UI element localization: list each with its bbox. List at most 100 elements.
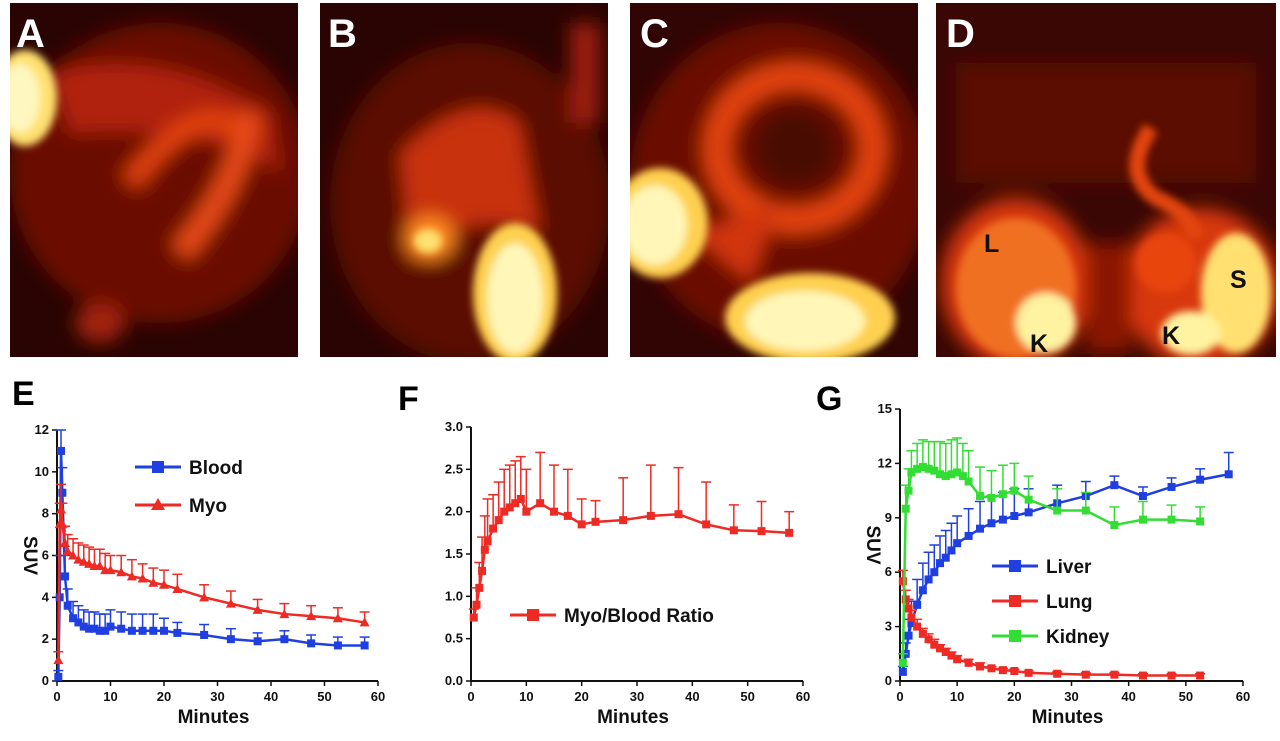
data-point bbox=[1110, 521, 1119, 530]
y-tick-label: 4 bbox=[42, 589, 50, 604]
data-point bbox=[54, 672, 63, 681]
x-tick-label: 60 bbox=[1236, 689, 1250, 704]
chart-letter-g: G bbox=[816, 380, 843, 418]
data-point bbox=[998, 515, 1007, 524]
pet-scan-image-b bbox=[320, 3, 608, 357]
data-point bbox=[516, 494, 525, 503]
data-point bbox=[904, 631, 913, 640]
x-tick-label: 30 bbox=[630, 689, 644, 704]
data-point bbox=[674, 510, 683, 519]
x-tick-label: 0 bbox=[896, 689, 903, 704]
data-point bbox=[475, 583, 484, 592]
organ-label-liver: L bbox=[984, 230, 1000, 258]
data-point bbox=[536, 499, 545, 508]
data-point bbox=[1081, 670, 1090, 679]
x-tick-label: 50 bbox=[740, 689, 754, 704]
data-point bbox=[307, 639, 316, 648]
legend-label: Liver bbox=[1046, 557, 1092, 578]
series-myo bbox=[53, 483, 370, 665]
x-axis-label: Minutes bbox=[597, 707, 669, 728]
data-point bbox=[936, 644, 945, 653]
series-blood bbox=[53, 429, 370, 681]
y-tick-label: 2.0 bbox=[445, 504, 463, 519]
y-tick-label: 6 bbox=[42, 548, 49, 563]
data-point bbox=[279, 609, 290, 619]
chart-letter-e: E bbox=[12, 375, 35, 413]
data-point bbox=[53, 655, 64, 665]
series-line bbox=[472, 497, 790, 618]
data-point bbox=[57, 446, 66, 455]
data-point bbox=[200, 630, 209, 639]
image-panel-c bbox=[630, 3, 918, 357]
data-point bbox=[105, 565, 116, 575]
x-tick-label: 60 bbox=[371, 689, 385, 704]
data-point bbox=[226, 635, 235, 644]
data-point bbox=[61, 572, 70, 581]
data-point bbox=[924, 464, 933, 473]
data-point bbox=[907, 618, 916, 627]
data-point bbox=[924, 635, 933, 644]
data-point bbox=[1010, 667, 1019, 676]
data-point bbox=[591, 517, 600, 526]
data-point bbox=[1053, 669, 1062, 678]
data-point bbox=[901, 504, 910, 513]
y-tick-label: 0 bbox=[42, 673, 49, 688]
panel-letter-c: C bbox=[640, 12, 669, 56]
chart-letter-f: F bbox=[398, 380, 419, 418]
data-point bbox=[976, 662, 985, 671]
y-tick-label: 0.0 bbox=[445, 673, 463, 688]
data-point bbox=[494, 516, 503, 525]
data-point bbox=[500, 507, 509, 516]
data-point bbox=[106, 622, 115, 631]
data-point bbox=[913, 464, 922, 473]
image-panel-b bbox=[320, 3, 608, 357]
data-point bbox=[56, 504, 67, 514]
data-point bbox=[137, 573, 148, 583]
panel-letter-d: D bbox=[946, 12, 975, 56]
data-point bbox=[550, 507, 558, 516]
y-tick-label: 1.0 bbox=[445, 588, 463, 603]
organ-label-kidney-right: K bbox=[1162, 322, 1181, 350]
x-tick-label: 40 bbox=[685, 689, 699, 704]
chart-g: 0 3 6 9 12 15 0 10 20 30 40 50 60 Minutes SUV Liver Lung… bbox=[862, 401, 1250, 728]
data-point bbox=[941, 553, 950, 562]
series-lung bbox=[897, 569, 1206, 680]
y-tick-label: 6 bbox=[885, 564, 892, 579]
series-line bbox=[57, 509, 365, 661]
x-tick-label: 0 bbox=[467, 689, 474, 704]
x-tick-label: 40 bbox=[264, 689, 278, 704]
y-tick-label: 12 bbox=[878, 455, 892, 470]
data-point bbox=[478, 566, 487, 575]
data-point bbox=[947, 470, 956, 479]
data-point bbox=[987, 664, 996, 673]
data-point bbox=[253, 637, 262, 646]
data-point bbox=[998, 490, 1007, 499]
y-tick-label: 0 bbox=[885, 673, 892, 688]
data-point bbox=[1010, 486, 1019, 495]
data-point bbox=[511, 499, 520, 508]
data-point bbox=[116, 567, 127, 577]
data-point bbox=[1167, 482, 1176, 491]
data-point bbox=[757, 527, 766, 536]
series-myo-blood-ratio bbox=[468, 451, 795, 622]
data-point bbox=[480, 545, 489, 554]
data-point bbox=[936, 559, 945, 568]
data-point bbox=[57, 519, 68, 529]
data-point bbox=[1024, 495, 1033, 504]
data-point bbox=[1110, 670, 1119, 679]
y-tick-label: 2.5 bbox=[445, 461, 463, 476]
data-point bbox=[918, 586, 927, 595]
data-point bbox=[947, 651, 956, 660]
chart-f: 0.0 0.5 1.0 1.5 2.0 2.5 3.0 0 10 20 30 40 50 60 Minute… bbox=[445, 419, 810, 728]
x-tick-label: 40 bbox=[1121, 689, 1135, 704]
data-point bbox=[306, 611, 317, 621]
data-point bbox=[976, 492, 985, 501]
data-point bbox=[1053, 506, 1062, 515]
chart-e: 0 2 4 6 8 10 12 0 10 20 30 40 50 60 Minutes SUV Blood Myo bbox=[19, 422, 385, 728]
data-point bbox=[85, 624, 94, 633]
y-tick-label: 10 bbox=[35, 464, 49, 479]
data-point bbox=[918, 629, 927, 638]
data-point bbox=[333, 641, 342, 650]
data-point bbox=[918, 463, 927, 472]
y-tick-label: 15 bbox=[878, 401, 892, 416]
